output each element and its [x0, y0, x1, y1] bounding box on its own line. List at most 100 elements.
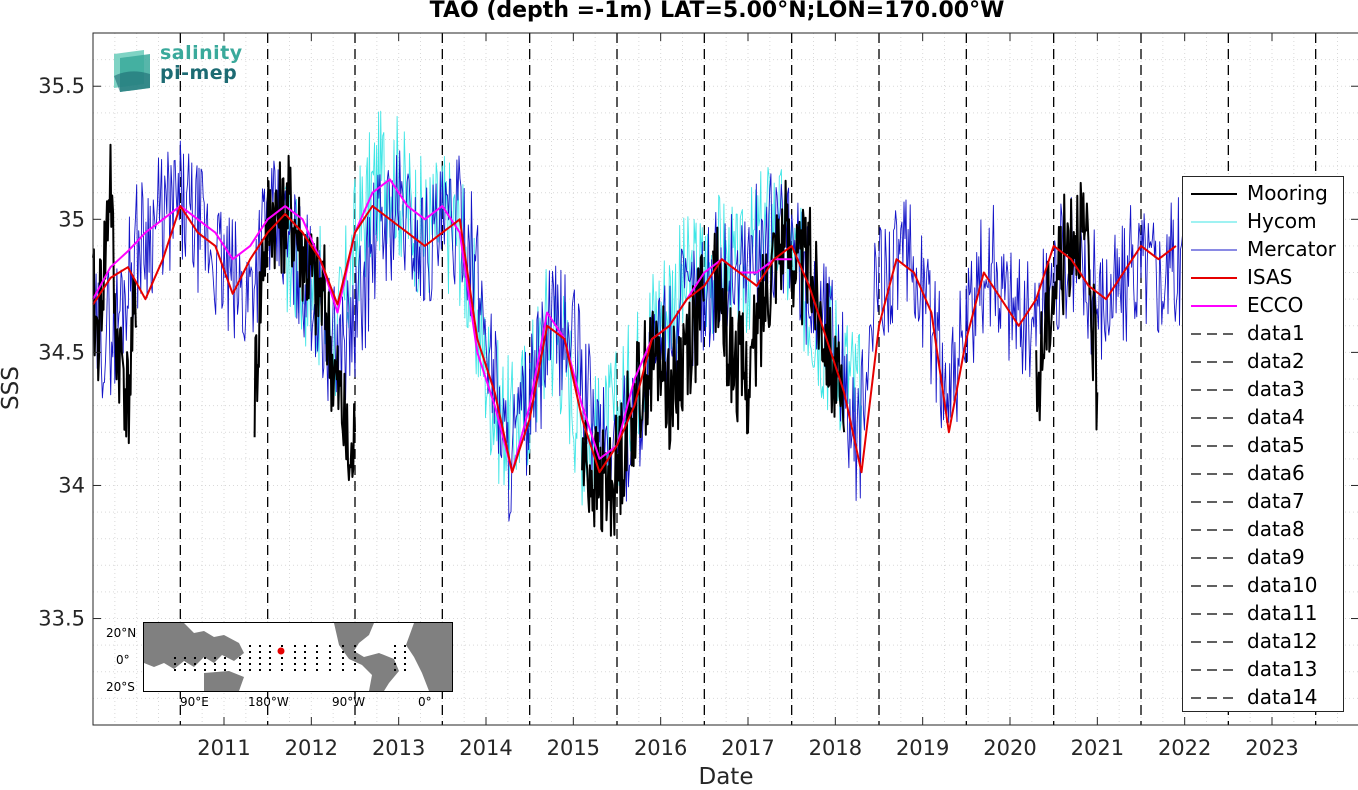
inset-buoy-dot: [194, 663, 196, 665]
inset-buoy-dot: [404, 657, 406, 659]
legend-item-data7: data7: [1189, 489, 1344, 515]
inset-buoy-dot: [304, 645, 306, 647]
inset-buoy-dot: [394, 645, 396, 647]
inset-buoy-dot: [316, 651, 318, 653]
inset-station-marker: [277, 647, 285, 655]
legend-swatch: [1191, 529, 1237, 531]
inset-buoy-dot: [249, 669, 251, 671]
data-series: [92, 110, 1317, 537]
legend-swatch: [1191, 193, 1237, 195]
inset-buoy-dot: [316, 663, 318, 665]
inset-buoy-dot: [354, 651, 356, 653]
inset-buoy-dot: [204, 657, 206, 659]
inset-buoy-dot: [294, 663, 296, 665]
inset-buoy-dot: [224, 663, 226, 665]
inset-landmass-asia: [144, 623, 244, 669]
legend-label: data3: [1247, 377, 1305, 401]
inset-buoy-dot: [214, 657, 216, 659]
inset-buoy-dot: [404, 663, 406, 665]
legend-label: data11: [1247, 601, 1318, 625]
inset-buoy-dot: [294, 657, 296, 659]
legend-item-ecco: ECCO: [1189, 293, 1344, 319]
legend-label: data12: [1247, 629, 1318, 653]
legend-swatch: [1191, 277, 1237, 279]
inset-buoy-dot: [304, 663, 306, 665]
inset-buoy-dot: [354, 657, 356, 659]
x-tick-label: 2022: [1158, 736, 1211, 760]
legend-item-data1: data1: [1189, 321, 1344, 347]
series-mooring-line: [712, 179, 846, 435]
inset-buoy-dot: [316, 645, 318, 647]
legend-swatch: [1191, 473, 1237, 475]
inset-buoy-dot: [224, 657, 226, 659]
plot-frame: [92, 32, 1358, 726]
inset-buoy-dot: [249, 663, 251, 665]
inset-buoy-dot: [214, 669, 216, 671]
legend-swatch: [1191, 333, 1237, 335]
legend-swatch: [1191, 417, 1237, 419]
legend-label: data4: [1247, 405, 1305, 429]
x-tick-label: 2018: [809, 736, 862, 760]
inset-buoy-dot: [269, 663, 271, 665]
inset-buoy-dot: [174, 669, 176, 671]
inset-buoy-dot: [224, 669, 226, 671]
inset-buoy-dot: [174, 663, 176, 665]
inset-buoy-dot: [259, 651, 261, 653]
legend-label: data14: [1247, 685, 1318, 709]
x-tick-label: 2014: [459, 736, 512, 760]
inset-map: 20°N 0° 20°S 90°E 180°W 90°W 0°: [106, 622, 453, 709]
legend-swatch: [1191, 669, 1237, 671]
legend-swatch: [1191, 501, 1237, 503]
legend-swatch: [1191, 221, 1237, 223]
legend-swatch: [1191, 305, 1237, 307]
inset-buoy-dot: [316, 657, 318, 659]
logo-text-salinity: salinity: [160, 42, 243, 64]
inset-buoy-dot: [204, 663, 206, 665]
series-mooring-line: [581, 254, 706, 537]
inset-buoy-dot: [404, 669, 406, 671]
inset-buoy-dot: [249, 651, 251, 653]
inset-buoy-dot: [239, 663, 241, 665]
x-tick-label: 2017: [721, 736, 774, 760]
salinity-pimep-logo: salinity pi-mep: [110, 42, 250, 94]
inset-lat-20s: 20°S: [106, 680, 135, 694]
legend-swatch: [1191, 585, 1237, 587]
legend-item-data2: data2: [1189, 349, 1344, 375]
x-tick-label: 2021: [1071, 736, 1124, 760]
legend-swatch: [1191, 445, 1237, 447]
series-isas-line: [92, 205, 1177, 474]
legend-label: Mooring: [1247, 181, 1328, 205]
inset-buoy-dot: [281, 645, 283, 647]
inset-buoy-dot: [249, 645, 251, 647]
inset-buoy-dot: [329, 669, 331, 671]
legend-label: data10: [1247, 573, 1318, 597]
inset-buoy-dot: [354, 663, 356, 665]
inset-buoy-dot: [269, 651, 271, 653]
legend-swatch: [1191, 641, 1237, 643]
inset-buoy-dot: [239, 657, 241, 659]
legend-item-data4: data4: [1189, 405, 1344, 431]
inset-lat-0: 0°: [116, 653, 130, 667]
logo-waves-icon: [114, 50, 150, 92]
inset-buoy-dot: [316, 669, 318, 671]
inset-buoy-dot: [304, 657, 306, 659]
inset-buoy-dot: [329, 645, 331, 647]
x-tick-label: 2011: [197, 736, 250, 760]
inset-buoy-dot: [394, 669, 396, 671]
legend-item-data13: data13: [1189, 657, 1344, 683]
legend-swatch: [1191, 361, 1237, 363]
legend-item-data14: data14: [1189, 685, 1344, 711]
legend-swatch: [1191, 613, 1237, 615]
y-axis-ticks: 33.5 34 34.5 35 35.5: [38, 74, 1358, 631]
inset-buoy-dot: [204, 669, 206, 671]
x-tick-label: 2016: [634, 736, 687, 760]
legend-label: ISAS: [1247, 265, 1293, 289]
inset-buoy-dot: [184, 669, 186, 671]
legend: Mooring Hycom Mercator ISAS ECCO data1 data2 da…: [1182, 176, 1344, 712]
x-tick-label: 2015: [547, 736, 600, 760]
legend-swatch: [1191, 557, 1237, 559]
legend-item-data8: data8: [1189, 517, 1344, 543]
legend-label: data8: [1247, 517, 1305, 541]
y-tick-label: 34.5: [38, 340, 85, 364]
inset-buoy-dot: [329, 651, 331, 653]
